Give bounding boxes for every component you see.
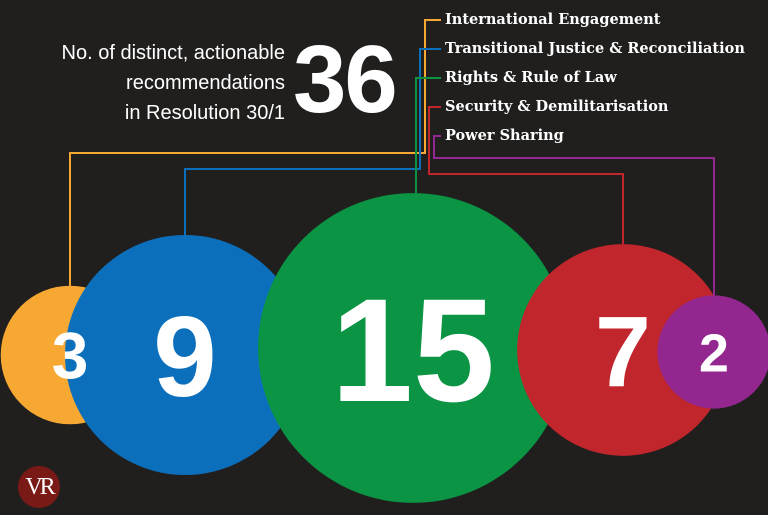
legend-label-international-engagement: International Engagement — [445, 11, 661, 28]
bubble — [65, 235, 305, 475]
bubble-value-label: 7 — [595, 296, 651, 408]
legend-label-power-sharing: Power Sharing — [445, 127, 564, 144]
title-line-2: recommendations — [126, 72, 285, 94]
title-line-3: in Resolution 30/1 — [124, 102, 285, 124]
total-count: 36 — [293, 26, 398, 133]
legend-label-transitional-justice: Transitional Justice & Reconciliation — [445, 40, 745, 57]
bubble-value-label: 3 — [52, 319, 89, 393]
title-line-1: No. of distinct, actionable — [61, 42, 285, 64]
bubble — [517, 244, 729, 456]
bubble — [258, 193, 568, 503]
bubble-value-label: 15 — [331, 269, 495, 433]
bubble-value-label: 2 — [699, 323, 729, 383]
connector-line — [69, 19, 441, 286]
chart-title: No. of distinct, actionable recommendati… — [0, 38, 285, 128]
connector-line — [428, 106, 624, 245]
connector-line — [415, 77, 441, 194]
connector-line — [184, 48, 441, 235]
bubble-value-label: 9 — [153, 294, 216, 421]
vr-logo: VR — [18, 466, 60, 508]
connector-line — [433, 135, 715, 296]
logo-text: VR — [25, 474, 55, 500]
legend-label-security: Security & Demilitarisation — [445, 98, 669, 115]
bubble — [657, 295, 768, 409]
legend-label-rights-rule-of-law: Rights & Rule of Law — [445, 69, 617, 86]
